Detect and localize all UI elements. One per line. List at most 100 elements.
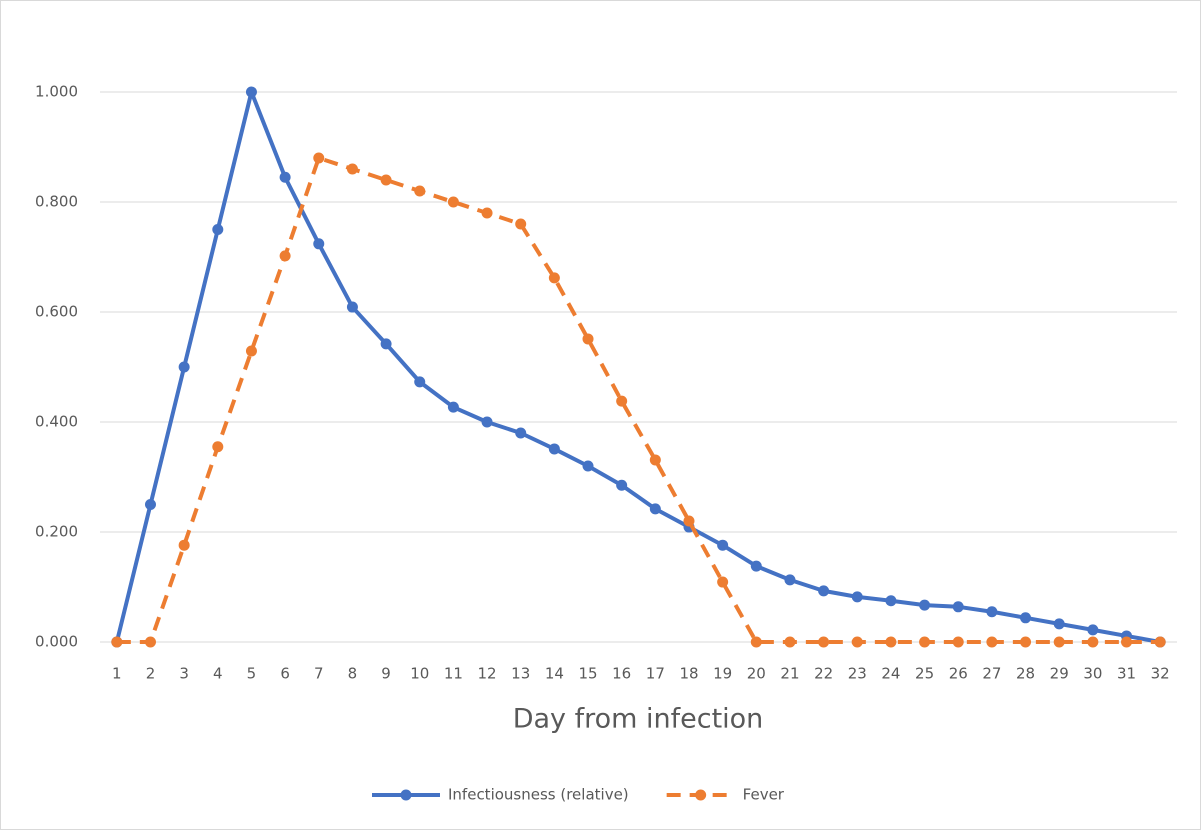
data-point [1087, 636, 1099, 648]
data-point [986, 636, 998, 648]
x-tick-label: 21 [780, 665, 799, 683]
data-point [649, 503, 661, 515]
data-point [919, 636, 931, 648]
data-point [582, 333, 594, 345]
data-point [447, 401, 459, 413]
data-point [717, 576, 729, 588]
data-point [414, 185, 426, 197]
x-tick-label: 5 [247, 665, 257, 683]
x-tick-label: 11 [444, 665, 463, 683]
data-point [245, 86, 257, 98]
data-point [515, 427, 527, 439]
data-point [1087, 624, 1099, 636]
x-tick-label: 16 [612, 665, 631, 683]
x-tick-label: 7 [314, 665, 324, 683]
data-point [279, 171, 291, 183]
data-point [313, 238, 325, 250]
data-point [1053, 618, 1065, 630]
data-point [346, 163, 358, 175]
data-point [481, 207, 493, 219]
legend-label: Infectiousness (relative) [448, 786, 629, 804]
data-point [616, 479, 628, 491]
x-tick-label: 20 [747, 665, 766, 683]
data-point [414, 376, 426, 388]
legend-label: Fever [743, 786, 785, 804]
data-point [548, 443, 560, 455]
x-tick-label: 31 [1117, 665, 1136, 683]
data-point [279, 250, 291, 262]
legend-marker [695, 789, 707, 801]
data-point [986, 606, 998, 618]
x-tick-label: 18 [679, 665, 698, 683]
data-point [178, 539, 190, 551]
x-tick-label: 3 [179, 665, 189, 683]
series-line [116, 156, 1161, 644]
data-point [750, 636, 762, 648]
data-point [245, 345, 257, 357]
data-point [885, 636, 897, 648]
data-point [683, 515, 695, 527]
data-point [313, 152, 325, 164]
x-tick-label: 19 [713, 665, 732, 683]
x-tick-label: 30 [1083, 665, 1102, 683]
x-tick-label: 15 [578, 665, 597, 683]
x-tick-label: 32 [1151, 665, 1170, 683]
x-tick-label: 29 [1050, 665, 1069, 683]
data-point [380, 338, 392, 350]
data-point [1053, 636, 1065, 648]
x-tick-label: 14 [545, 665, 564, 683]
x-tick-label: 1 [112, 665, 122, 683]
data-point [784, 574, 796, 586]
x-tick-label: 6 [280, 665, 290, 683]
data-point [1020, 612, 1032, 624]
x-tick-label: 28 [1016, 665, 1035, 683]
data-point [582, 460, 594, 472]
data-point [818, 636, 830, 648]
data-point [212, 441, 224, 453]
data-point [750, 560, 762, 572]
data-point [346, 301, 358, 313]
data-point [212, 224, 224, 235]
x-tick-label: 8 [348, 665, 358, 683]
y-tick-label: 0.600 [35, 303, 78, 321]
x-tick-label: 4 [213, 665, 223, 683]
data-point [1154, 636, 1166, 648]
data-point [1121, 636, 1133, 648]
series-line [114, 90, 1161, 644]
y-tick-label: 0.400 [35, 413, 78, 431]
x-tick-label: 25 [915, 665, 934, 683]
x-tick-label: 10 [410, 665, 429, 683]
x-tick-label: 13 [511, 665, 530, 683]
data-point [952, 636, 964, 648]
data-point [548, 272, 560, 284]
data-point [885, 595, 897, 607]
data-point [1020, 636, 1032, 648]
data-point [144, 636, 156, 648]
x-tick-label: 22 [814, 665, 833, 683]
data-point [919, 599, 931, 611]
data-point [481, 416, 493, 428]
x-tick-label: 27 [982, 665, 1001, 683]
data-point [952, 601, 964, 613]
data-point [784, 636, 796, 648]
y-tick-label: 0.800 [35, 193, 78, 211]
data-point [178, 361, 190, 373]
x-tick-label: 26 [949, 665, 968, 683]
data-point [447, 196, 459, 208]
data-point [649, 454, 661, 466]
data-point [851, 636, 863, 648]
data-point [818, 585, 830, 597]
data-point [717, 539, 729, 551]
data-point [111, 636, 123, 648]
x-tick-label: 17 [646, 665, 665, 683]
y-tick-label: 0.000 [35, 633, 78, 651]
data-point [851, 591, 863, 603]
x-tick-label: 24 [881, 665, 900, 683]
x-axis-label: Day from infection [513, 704, 764, 735]
data-point [515, 218, 527, 230]
data-point [144, 499, 156, 510]
x-tick-label: 2 [146, 665, 156, 683]
x-tick-label: 9 [381, 665, 391, 683]
